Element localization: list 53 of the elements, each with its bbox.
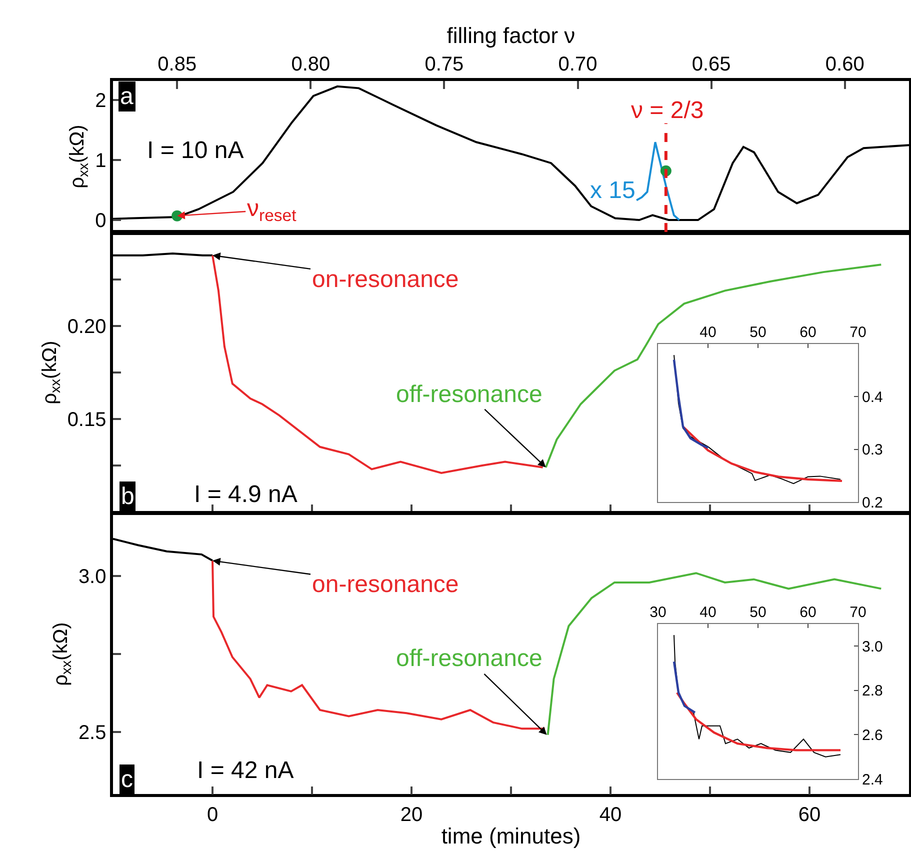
annotation: c: [121, 766, 133, 793]
y-tick-label: 0.2: [862, 494, 883, 512]
x-tick-label: 40: [700, 604, 716, 621]
x-tick-label: 0.80: [291, 53, 330, 76]
annotation: I = 4.9 nA: [194, 481, 298, 508]
annotation: ν$_{reset}$: [247, 195, 297, 226]
line-series: [672, 358, 710, 449]
line-series: [672, 660, 696, 714]
y-tick-label: 0.4: [862, 388, 883, 406]
x-tick-label: 60: [800, 604, 816, 621]
x-tick-label: 30: [650, 604, 666, 621]
x-tick-label: 50: [750, 604, 766, 621]
x-axis-title: filling factor ν: [446, 23, 576, 48]
x-tick-label: 50: [750, 324, 766, 341]
annotation: I = 10 nA: [147, 137, 244, 164]
annotation: x 15: [590, 177, 636, 204]
x-tick-label: 0.65: [692, 53, 731, 76]
y-tick-label: 0.3: [862, 442, 883, 459]
y-tick-label: 2.4: [862, 771, 883, 788]
x-tick-label: 60: [798, 804, 821, 826]
line-series: [682, 426, 844, 482]
y-tick-label: 1: [95, 150, 106, 172]
x-tick-label: 0.85: [158, 53, 197, 76]
y-tick-label: 0.15: [67, 409, 106, 431]
annotation: b: [121, 483, 134, 510]
annotation: a: [120, 83, 134, 110]
x-tick-label: 40: [599, 804, 622, 826]
x-tick-label: 40: [700, 324, 716, 341]
y-tick-label: 2.5: [78, 722, 106, 744]
y-tick-label: 2.6: [862, 726, 883, 744]
x-tick-label: 0.75: [424, 53, 464, 76]
annotation: off-resonance: [396, 645, 542, 672]
x-tick-label: 20: [400, 804, 423, 826]
annotation: on-resonance: [312, 571, 459, 598]
y-tick-label: 0.20: [67, 316, 106, 338]
y-tick-label: 0: [95, 210, 106, 232]
line-series: [676, 692, 842, 752]
y-tick-label: 3.0: [862, 638, 883, 656]
x-tick-label: 0: [206, 804, 218, 826]
x-axis-title: time (minutes): [441, 824, 581, 849]
annotation: I = 42 nA: [197, 757, 294, 784]
line-series: [636, 141, 680, 222]
x-tick-label: 70: [850, 604, 866, 621]
y-tick-label: 2: [95, 90, 106, 112]
annotation: off-resonance: [396, 381, 542, 408]
x-tick-label: 0.70: [558, 53, 598, 76]
annotation: on-resonance: [312, 266, 459, 293]
annotation: ν = 2/3: [631, 97, 704, 124]
x-tick-label: 0.60: [825, 53, 864, 76]
y-tick-label: 3.0: [78, 566, 106, 588]
x-tick-label: 70: [850, 324, 866, 341]
x-tick-label: 60: [800, 324, 816, 341]
y-tick-label: 2.8: [862, 682, 883, 700]
